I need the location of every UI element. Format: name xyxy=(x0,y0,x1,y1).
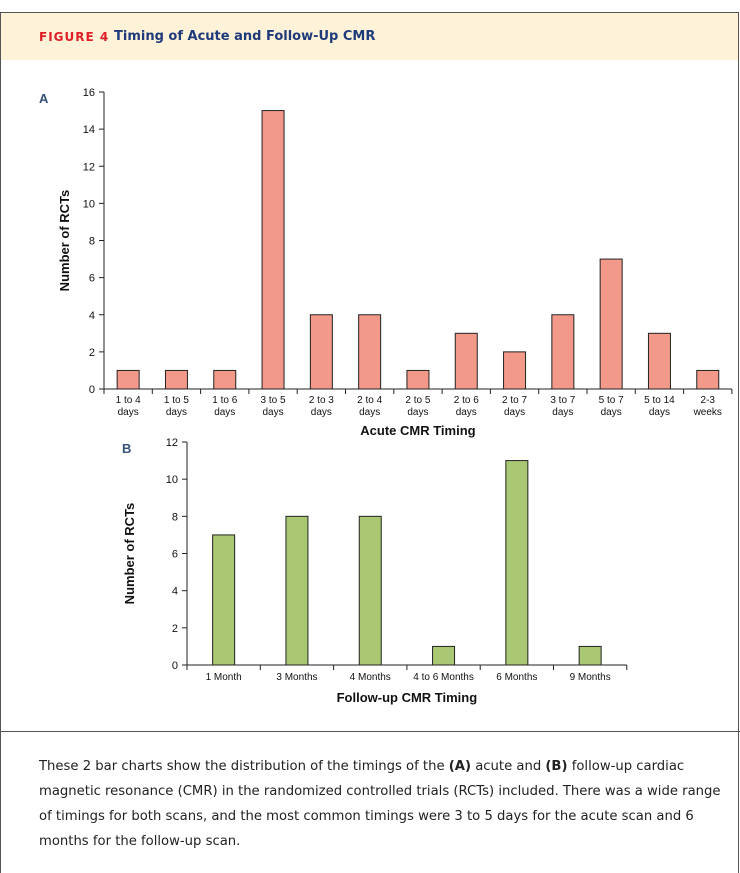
chart-b-category-label: 6 Months xyxy=(496,672,537,683)
chart-b-bar xyxy=(578,645,602,666)
chart-b-x-axis-title: Follow-up CMR Timing xyxy=(337,690,478,705)
chart-a-y-tick-label: 0 xyxy=(89,384,95,396)
chart-b-category-label: 1 Month xyxy=(206,672,242,683)
chart-a-bar xyxy=(261,110,285,390)
chart-b-y-tick-label: 10 xyxy=(166,474,178,486)
chart-a-category-label: 1 to 5 xyxy=(164,395,189,406)
figure-panel: FIGURE 4 Timing of Acute and Follow-Up C… xyxy=(0,12,740,873)
chart-b-y-tick-label: 8 xyxy=(172,511,178,523)
figure-caption: These 2 bar charts show the distribution… xyxy=(39,754,729,854)
caption-bold-a: (A) xyxy=(448,759,472,774)
chart-a-bar xyxy=(213,369,237,390)
chart-a-y-tick-label: 8 xyxy=(89,236,95,248)
chart-a-category-label: weeks xyxy=(693,407,722,418)
chart-b-y-tick-label: 0 xyxy=(172,660,178,672)
chart-b-bar xyxy=(285,515,309,666)
chart-a-category-label: 2 to 7 xyxy=(502,395,527,406)
chart-a-category-label: 2-3 xyxy=(701,395,716,406)
chart-a-category-label: days xyxy=(407,407,428,418)
chart-a-bar xyxy=(406,369,430,390)
chart-a-category-label: 3 to 7 xyxy=(550,395,575,406)
chart-a-category-label: days xyxy=(649,407,670,418)
chart-b-panel-letter: B xyxy=(122,441,131,456)
figure-title: Timing of Acute and Follow-Up CMR xyxy=(114,29,376,44)
chart-a-bar xyxy=(164,369,188,390)
chart-a-bar xyxy=(647,332,671,390)
figure-label: FIGURE 4 xyxy=(39,30,110,44)
chart-b-bar xyxy=(505,460,529,666)
chart-a-category-label: 2 to 5 xyxy=(405,395,430,406)
chart-a-category-label: 5 to 14 xyxy=(644,395,675,406)
chart-a-bar xyxy=(503,351,527,390)
chart-b-category-label: 3 Months xyxy=(276,672,317,683)
chart-a-y-axis-title: Number of RCTs xyxy=(57,190,72,292)
chart-a-category-label: days xyxy=(262,407,283,418)
chart-a-bar xyxy=(358,314,382,390)
chart-a-category-label: days xyxy=(214,407,235,418)
chart-a-bar xyxy=(309,314,333,390)
caption-divider xyxy=(1,731,740,732)
chart-b-category-label: 9 Months xyxy=(570,672,611,683)
chart-a-category-label: days xyxy=(552,407,573,418)
caption-text-1: These 2 bar charts show the distribution… xyxy=(39,759,449,774)
chart-a-y-tick-label: 10 xyxy=(83,198,95,210)
chart-a-category-label: 1 to 6 xyxy=(212,395,237,406)
chart-a-category-label: 1 to 4 xyxy=(116,395,141,406)
chart-a-category-label: days xyxy=(166,407,187,418)
chart-a-y-tick-label: 4 xyxy=(89,310,95,322)
chart-a-panel-letter: A xyxy=(39,91,49,106)
chart-a-category-label: days xyxy=(456,407,477,418)
chart-a-category-label: 3 to 5 xyxy=(261,395,286,406)
chart-a-bar xyxy=(454,332,478,390)
chart-b-bar xyxy=(212,534,236,666)
chart-a-category-label: 5 to 7 xyxy=(599,395,624,406)
chart-a-category-label: days xyxy=(601,407,622,418)
chart-b-category-label: 4 to 6 Months xyxy=(413,672,474,683)
caption-bold-b: (B) xyxy=(545,759,568,774)
chart-a-category-label: 2 to 4 xyxy=(357,395,382,406)
chart-b-y-tick-label: 6 xyxy=(172,549,178,561)
chart-b-bar xyxy=(358,515,382,666)
chart-a-y-tick-label: 16 xyxy=(83,87,95,99)
figure-header: FIGURE 4 Timing of Acute and Follow-Up C… xyxy=(1,13,738,60)
chart-a-category-label: days xyxy=(359,407,380,418)
chart-a-bar xyxy=(696,369,720,390)
chart-b-y-tick-label: 4 xyxy=(172,586,178,598)
chart-a-bar xyxy=(551,314,575,390)
chart-b-y-tick-label: 2 xyxy=(172,623,178,635)
chart-a-x-axis-title: Acute CMR Timing xyxy=(360,423,475,438)
chart-a-category-label: days xyxy=(118,407,139,418)
chart-a-y-tick-label: 6 xyxy=(89,273,95,285)
chart-a-y-tick-label: 12 xyxy=(83,161,95,173)
chart-b-category-label: 4 Months xyxy=(350,672,391,683)
chart-a-category-label: 2 to 6 xyxy=(454,395,479,406)
chart-a-y-tick-label: 14 xyxy=(83,124,95,136)
chart-a-y-tick-label: 2 xyxy=(89,347,95,359)
caption-text-3: follow-up cardiac magnetic resonance (CM… xyxy=(39,759,721,849)
chart-b-bar xyxy=(432,645,456,666)
chart-a-bar xyxy=(599,258,623,390)
chart-a-bar xyxy=(116,369,140,390)
chart-b-y-tick-label: 12 xyxy=(166,437,178,449)
chart-a-category-label: days xyxy=(504,407,525,418)
caption-text-2: acute and xyxy=(471,759,546,774)
chart-a-category-label: days xyxy=(311,407,332,418)
chart-b-y-axis-title: Number of RCTs xyxy=(122,503,137,605)
chart-a-category-label: 2 to 3 xyxy=(309,395,334,406)
